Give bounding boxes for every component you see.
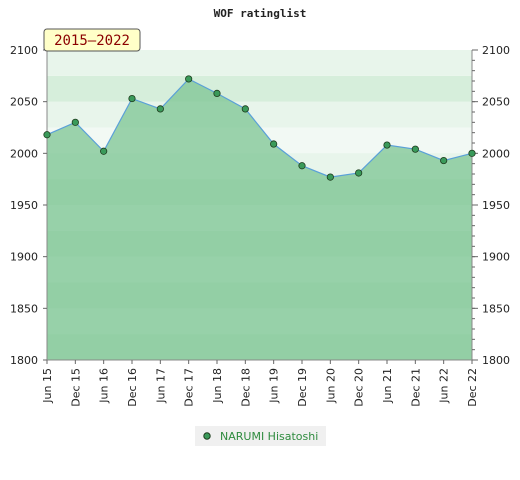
band [47, 75, 472, 102]
area-fill [47, 78, 472, 360]
data-point [156, 105, 164, 113]
data-point [241, 105, 249, 113]
y-tick-label-left: 1900 [10, 251, 38, 264]
legend-marker [203, 432, 211, 440]
y-tick-label-left: 2000 [10, 147, 38, 160]
y-tick-label-right: 1950 [482, 199, 510, 212]
data-point [411, 145, 419, 153]
y-tick-label-left: 1800 [10, 354, 38, 367]
x-tick-label: Jun 16 [98, 368, 111, 404]
data-point [326, 173, 334, 181]
y-tick-label-left: 2050 [10, 96, 38, 109]
x-tick-label: Dec 17 [183, 368, 196, 407]
legend: NARUMI Hisatoshi [195, 426, 326, 446]
axes: 1800 1800 1850 1850 1900 1900 1950 1950 2000 2000… [10, 44, 510, 407]
y-tick-label-right: 1850 [482, 302, 510, 315]
y-tick-label-left: 1850 [10, 302, 38, 315]
data-point [185, 75, 193, 83]
y-tick-label-left: 1950 [10, 199, 38, 212]
y-tick-label-right: 1900 [482, 251, 510, 264]
data-point [468, 149, 476, 157]
x-tick-label: Jun 19 [268, 368, 281, 404]
data-point [298, 162, 306, 170]
x-tick-label: Jun 21 [381, 368, 394, 404]
data-point [383, 141, 391, 149]
series-line [46, 78, 473, 178]
y-tick-label-right: 2000 [482, 147, 510, 160]
x-tick-label: Dec 21 [409, 368, 422, 407]
x-tick-label: Dec 22 [466, 368, 479, 407]
band [47, 101, 472, 128]
x-tick-label: Jun 15 [41, 368, 54, 404]
x-tick-label: Dec 18 [239, 368, 252, 407]
band [47, 50, 472, 76]
y-tick-label-left: 2100 [10, 44, 38, 57]
rating-area [46, 78, 473, 360]
y-tick-label-right: 1800 [482, 354, 510, 367]
y-tick-label-right: 2050 [482, 96, 510, 109]
x-tick-label: Jun 18 [211, 368, 224, 404]
period-badge-text: 2015–2022 [54, 33, 130, 49]
y-tick-label-right: 2100 [482, 44, 510, 57]
data-point [43, 131, 51, 139]
x-tick-label: Jun 22 [438, 368, 451, 404]
chart-title: WOF ratinglist [214, 7, 307, 20]
data-markers [43, 75, 476, 181]
data-point [71, 118, 79, 126]
data-point [440, 156, 448, 165]
x-tick-label: Jun 17 [154, 368, 167, 404]
x-tick-label: Dec 16 [126, 368, 139, 407]
data-point [128, 94, 136, 103]
data-point [213, 89, 221, 98]
period-badge: 2015–2022 [43, 28, 141, 52]
legend-label: NARUMI Hisatoshi [220, 430, 318, 443]
x-tick-label: Jun 20 [324, 368, 337, 404]
data-point [355, 169, 363, 177]
x-tick-label: Dec 20 [353, 368, 366, 407]
x-tick-label: Dec 19 [296, 368, 309, 407]
x-tick-label: Dec 15 [69, 368, 82, 407]
data-point [100, 147, 108, 155]
data-point [270, 140, 278, 148]
